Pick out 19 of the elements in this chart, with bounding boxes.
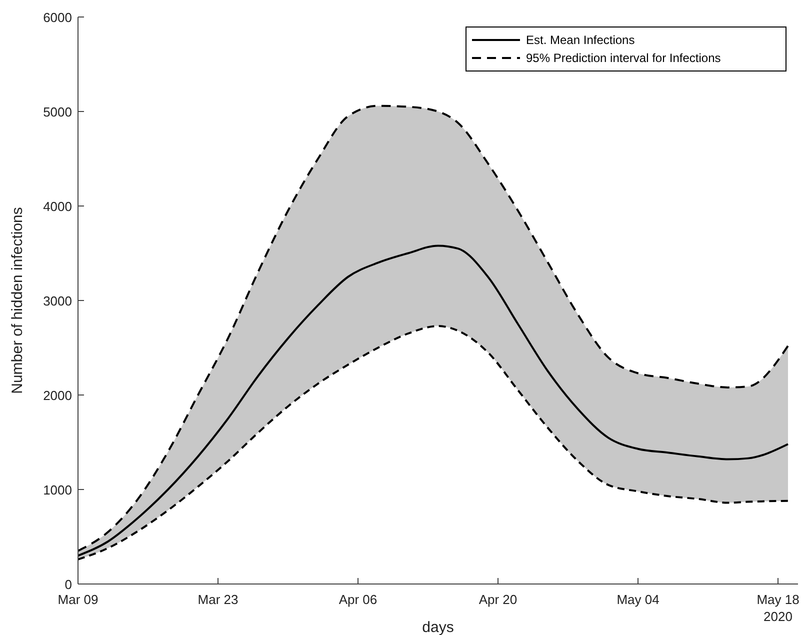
y-tick-label: 5000: [43, 104, 72, 120]
x-tick-label: Apr 06: [338, 592, 378, 607]
y-tick-label: 6000: [43, 10, 72, 25]
y-tick-label: 4000: [43, 199, 72, 214]
y-tick-label: 0: [64, 577, 72, 592]
legend-label: Est. Mean Infections: [526, 33, 635, 47]
legend-label: 95% Prediction interval for Infections: [526, 51, 721, 65]
x-tick-label: May 04: [616, 592, 660, 607]
x-axis-title: days: [422, 619, 454, 635]
y-tick-label: 2000: [43, 388, 72, 403]
x-tick-label: Mar 23: [198, 592, 238, 607]
y-tick-label: 3000: [43, 294, 72, 308]
x-tick-label: Apr 20: [478, 592, 518, 607]
text: 2020: [764, 609, 792, 624]
line-series: [77, 244, 789, 557]
y-tick-label: 1000: [43, 482, 72, 498]
y-axis-title: Number of hidden infections: [9, 207, 26, 394]
x-tick-label: Mar 09: [58, 592, 98, 607]
x-tick-label: May 18: [756, 592, 800, 607]
